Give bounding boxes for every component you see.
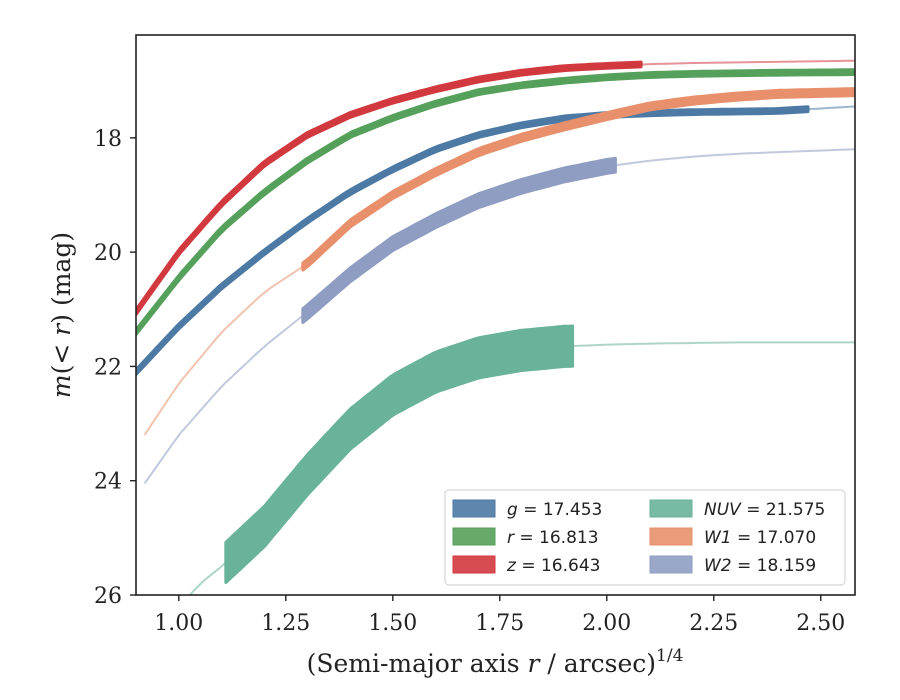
y-tick-label: 22 — [94, 355, 122, 380]
series-z — [136, 59, 855, 316]
y-tick-label: 18 — [94, 127, 122, 152]
legend-swatch-nuv — [649, 499, 693, 518]
legend-label-g: g = 17.453 — [507, 500, 602, 520]
y-tick-label: 20 — [94, 241, 122, 266]
x-tick-label: 1.75 — [475, 611, 524, 636]
legend-swatch-z — [452, 555, 496, 574]
series-w1-band — [301, 87, 855, 272]
legend-label-z: z = 16.643 — [506, 556, 600, 576]
legend-swatch-w1 — [649, 527, 693, 546]
legend-label-w1: W1 = 17.070 — [704, 528, 816, 548]
legend-swatch-r — [452, 527, 496, 546]
x-tick-label: 1.00 — [154, 611, 203, 636]
legend-swatch-w2 — [649, 555, 693, 574]
y-tick-label: 24 — [94, 470, 122, 495]
series-layer — [136, 59, 855, 595]
x-tick-label: 2.50 — [796, 611, 845, 636]
x-tick-label: 2.25 — [689, 611, 738, 636]
series-nuv-band — [224, 324, 575, 585]
plot-frame — [135, 34, 856, 596]
series-r-band — [136, 68, 855, 336]
series-r — [136, 68, 855, 336]
legend-box — [444, 489, 846, 586]
x-tick-label: 1.25 — [261, 611, 310, 636]
legend-label-nuv: NUV = 21.575 — [704, 500, 825, 520]
series-w2 — [143, 148, 855, 485]
x-axis-title: (Semi-major axis r / arcsec)1/4 — [307, 646, 684, 678]
series-g — [136, 105, 855, 376]
legend-label-w2: W2 = 18.159 — [704, 556, 816, 576]
legend-swatch-g — [452, 499, 496, 518]
series-g-band — [136, 105, 810, 376]
series-w1 — [143, 87, 855, 436]
legend-label-r: r = 16.813 — [507, 528, 599, 548]
y-axis-title: m(< r) (mag) — [47, 232, 76, 398]
series-w2-band — [301, 156, 617, 324]
legend: g = 17.453 r = 16.813 z = 16.643 NUV = 21.5… — [444, 489, 846, 586]
x-axis-ticks: 1.00 1.25 1.50 1.75 2.00 2.25 2.50 — [154, 595, 845, 636]
y-axis-ticks: 18 20 22 24 26 — [94, 127, 136, 609]
x-tick-label: 1.50 — [368, 611, 417, 636]
y-tick-label: 26 — [94, 584, 122, 609]
series-nuv — [188, 324, 855, 595]
x-tick-label: 2.00 — [582, 611, 631, 636]
series-z-band — [136, 60, 643, 316]
